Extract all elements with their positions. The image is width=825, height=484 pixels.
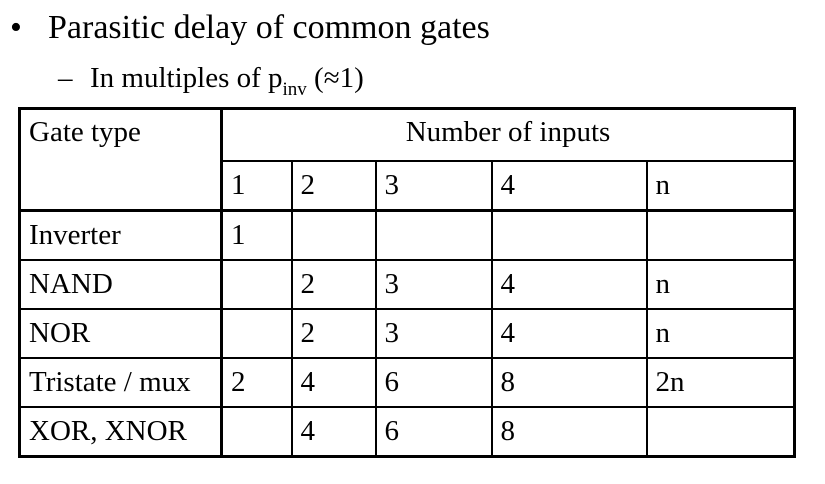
input-count-cell: 4 — [490, 160, 648, 212]
bullet-text: Parasitic delay of common gates — [48, 9, 490, 46]
delay-cell — [645, 406, 796, 458]
delay-cell: 4 — [290, 357, 377, 408]
number-of-inputs-header: Number of inputs — [220, 107, 796, 162]
table-row: Inverter 1 — [18, 209, 796, 261]
delay-cell: 4 — [490, 308, 648, 359]
delay-cell — [220, 259, 293, 310]
parasitic-delay-table: Gate type Number of inputs 1 2 3 4 n Inv… — [18, 107, 796, 458]
delay-cell — [645, 209, 796, 261]
gate-name-cell: NAND — [18, 259, 223, 310]
input-count-cell: n — [645, 160, 796, 212]
delay-cell — [220, 406, 293, 458]
input-count-cell: 1 — [220, 160, 293, 212]
sub-bullet-subscript: inv — [282, 79, 307, 100]
delay-cell: 6 — [374, 357, 493, 408]
bullet-title: • Parasitic delay of common gates — [10, 6, 490, 50]
table-header-row: Gate type Number of inputs — [18, 107, 796, 212]
delay-cell: 2 — [220, 357, 293, 408]
table-row: NAND 2 3 4 n — [18, 259, 796, 310]
delay-cell: 2n — [645, 357, 796, 408]
table-row: Tristate / mux 2 4 6 8 2n — [18, 357, 796, 408]
delay-cell — [374, 209, 493, 261]
gate-name-cell: NOR — [18, 308, 223, 359]
delay-cell: 4 — [490, 259, 648, 310]
gate-name-cell: Tristate / mux — [18, 357, 223, 408]
table-row: NOR 2 3 4 n — [18, 308, 796, 359]
delay-cell — [490, 209, 648, 261]
delay-cell: 3 — [374, 308, 493, 359]
delay-cell: 6 — [374, 406, 493, 458]
input-count-cell: 2 — [290, 160, 377, 212]
input-count-row: 1 2 3 4 n — [19, 160, 796, 212]
delay-cell: 8 — [490, 406, 648, 458]
delay-cell: 2 — [290, 308, 377, 359]
gate-name-cell: XOR, XNOR — [18, 406, 223, 458]
sub-bullet: – In multiples of pinv (≈1) — [58, 58, 364, 102]
sub-bullet-suffix: (≈1) — [306, 62, 364, 94]
gate-name-cell: Inverter — [18, 209, 223, 261]
sub-bullet-text: In multiples of p — [90, 62, 283, 94]
gate-type-header: Gate type — [18, 107, 223, 212]
delay-cell: n — [645, 308, 796, 359]
delay-cell: 4 — [290, 406, 377, 458]
input-count-cell: 3 — [374, 160, 493, 212]
delay-cell — [290, 209, 377, 261]
table-row: XOR, XNOR 4 6 8 — [18, 406, 796, 458]
delay-cell — [220, 308, 293, 359]
delay-cell: 8 — [490, 357, 648, 408]
delay-cell: n — [645, 259, 796, 310]
delay-cell: 1 — [220, 209, 293, 261]
delay-cell: 2 — [290, 259, 377, 310]
dash-icon: – — [58, 62, 73, 94]
bullet-dot-icon: • — [10, 9, 22, 46]
delay-cell: 3 — [374, 259, 493, 310]
